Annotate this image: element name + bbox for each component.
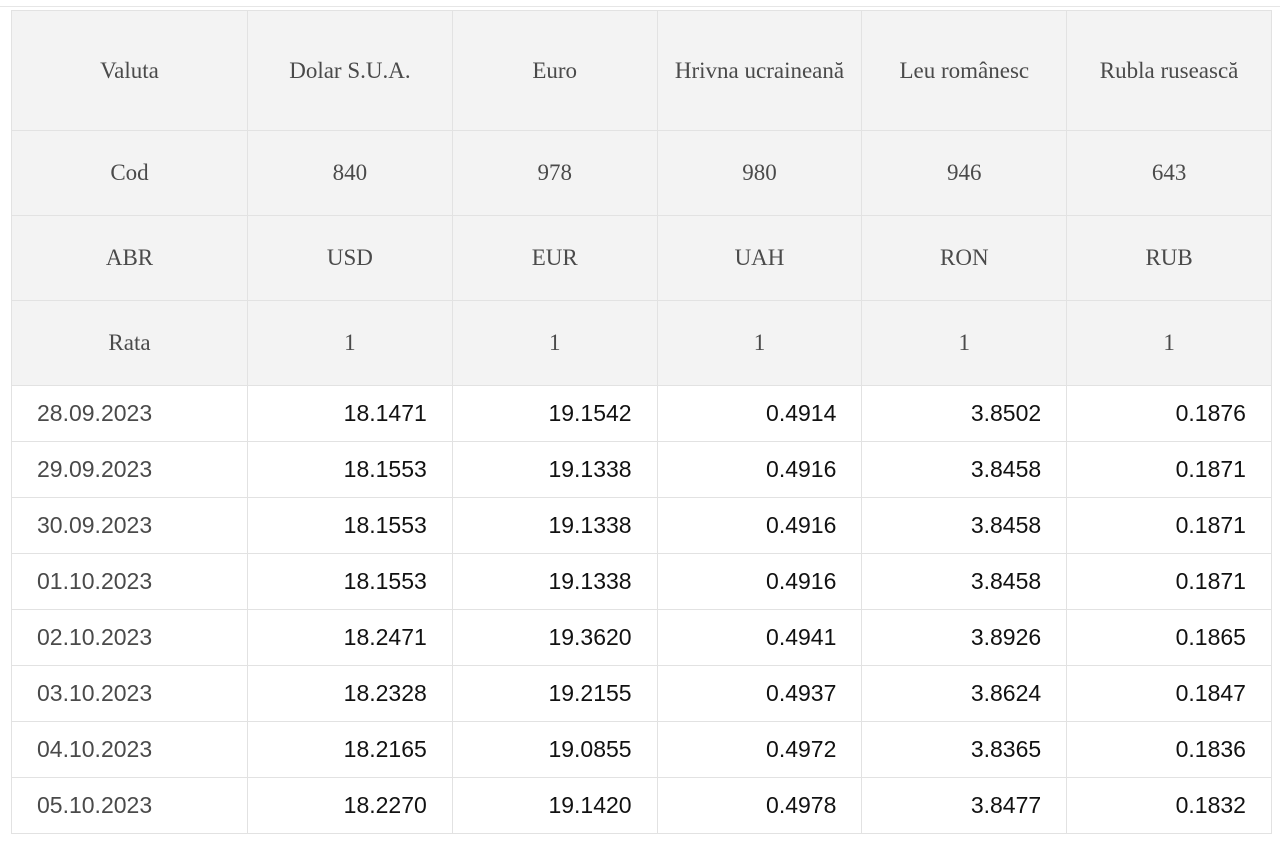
header-abbr-usd: USD [247,215,453,301]
rate-rub: 0.1871 [1066,441,1272,498]
rate-ron: 3.8458 [861,497,1068,554]
row-date: 29.09.2023 [11,441,248,498]
rate-uah: 0.4916 [656,497,863,554]
rate-eur: 19.1542 [451,385,658,442]
rate-usd: 18.2328 [247,665,453,722]
header-currency-eur: Euro [451,10,658,131]
rate-uah: 0.4916 [656,553,863,610]
row-date: 01.10.2023 [11,553,248,610]
rate-uah: 0.4972 [656,721,863,778]
header-label-code: Cod [11,130,248,216]
header-label-abbreviation: ABR [11,215,248,301]
header-row-abbreviation: ABR USD EUR UAH RON RUB [11,215,1272,301]
rate-usd: 18.1553 [247,553,453,610]
table-row: 05.10.2023 18.2270 19.1420 0.4978 3.8477… [11,777,1272,834]
header-abbr-uah: UAH [656,215,863,301]
header-code-eur: 978 [451,130,658,216]
table-body: 28.09.2023 18.1471 19.1542 0.4914 3.8502… [11,385,1272,834]
top-divider [0,6,1280,7]
rate-rub: 0.1836 [1066,721,1272,778]
rate-uah: 0.4978 [656,777,863,834]
rate-rub: 0.1876 [1066,385,1272,442]
rate-rub: 0.1832 [1066,777,1272,834]
rate-eur: 19.3620 [451,609,658,666]
rate-usd: 18.2270 [247,777,453,834]
rate-rub: 0.1847 [1066,665,1272,722]
table-row: 02.10.2023 18.2471 19.3620 0.4941 3.8926… [11,609,1272,666]
rate-rub: 0.1871 [1066,497,1272,554]
rate-usd: 18.1553 [247,497,453,554]
header-currency-uah: Hrivna ucraineană [656,10,863,131]
rate-ron: 3.8458 [861,553,1068,610]
header-row-currency-name: Valuta Dolar S.U.A. Euro Hrivna ucrainea… [11,10,1272,131]
row-date: 02.10.2023 [11,609,248,666]
rate-eur: 19.1420 [451,777,658,834]
header-label-currency: Valuta [11,10,248,131]
rate-eur: 19.1338 [451,441,658,498]
row-date: 30.09.2023 [11,497,248,554]
rate-usd: 18.1471 [247,385,453,442]
rate-uah: 0.4941 [656,609,863,666]
header-row-rate: Rata 1 1 1 1 1 [11,300,1272,386]
header-code-uah: 980 [656,130,863,216]
rate-eur: 19.0855 [451,721,658,778]
rate-uah: 0.4937 [656,665,863,722]
rate-ron: 3.8365 [861,721,1068,778]
rate-eur: 19.2155 [451,665,658,722]
header-abbr-rub: RUB [1066,215,1272,301]
rate-ron: 3.8458 [861,441,1068,498]
rate-ron: 3.8502 [861,385,1068,442]
header-rate-rub: 1 [1066,300,1272,386]
table-row: 04.10.2023 18.2165 19.0855 0.4972 3.8365… [11,721,1272,778]
rate-eur: 19.1338 [451,553,658,610]
header-label-rate: Rata [11,300,248,386]
row-date: 28.09.2023 [11,385,248,442]
header-currency-usd: Dolar S.U.A. [247,10,453,131]
header-currency-ron: Leu românesc [861,10,1068,131]
rate-uah: 0.4916 [656,441,863,498]
rate-ron: 3.8477 [861,777,1068,834]
table-header: Valuta Dolar S.U.A. Euro Hrivna ucrainea… [11,10,1272,386]
header-abbr-eur: EUR [451,215,658,301]
header-code-usd: 840 [247,130,453,216]
rate-uah: 0.4914 [656,385,863,442]
rate-eur: 19.1338 [451,497,658,554]
row-date: 04.10.2023 [11,721,248,778]
header-currency-rub: Rubla rusească [1066,10,1272,131]
row-date: 03.10.2023 [11,665,248,722]
header-rate-uah: 1 [656,300,863,386]
exchange-rates-table: Valuta Dolar S.U.A. Euro Hrivna ucrainea… [11,10,1272,834]
header-code-rub: 643 [1066,130,1272,216]
rate-usd: 18.2165 [247,721,453,778]
table-row: 01.10.2023 18.1553 19.1338 0.4916 3.8458… [11,553,1272,610]
header-rate-usd: 1 [247,300,453,386]
table-row: 28.09.2023 18.1471 19.1542 0.4914 3.8502… [11,385,1272,442]
table-row: 03.10.2023 18.2328 19.2155 0.4937 3.8624… [11,665,1272,722]
rate-usd: 18.2471 [247,609,453,666]
rate-rub: 0.1871 [1066,553,1272,610]
header-rate-eur: 1 [451,300,658,386]
table-row: 29.09.2023 18.1553 19.1338 0.4916 3.8458… [11,441,1272,498]
header-rate-ron: 1 [861,300,1068,386]
row-date: 05.10.2023 [11,777,248,834]
rate-ron: 3.8926 [861,609,1068,666]
header-code-ron: 946 [861,130,1068,216]
table-row: 30.09.2023 18.1553 19.1338 0.4916 3.8458… [11,497,1272,554]
rate-rub: 0.1865 [1066,609,1272,666]
header-abbr-ron: RON [861,215,1068,301]
rate-usd: 18.1553 [247,441,453,498]
header-row-code: Cod 840 978 980 946 643 [11,130,1272,216]
rate-ron: 3.8624 [861,665,1068,722]
